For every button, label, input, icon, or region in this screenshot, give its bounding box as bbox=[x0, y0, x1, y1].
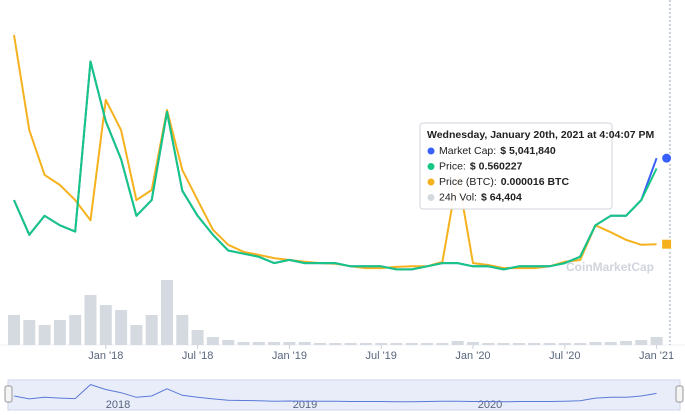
watermark: CoinMarketCap bbox=[566, 260, 654, 274]
volume-bar bbox=[344, 343, 357, 345]
navigator-line bbox=[13, 384, 657, 403]
volume-bar bbox=[191, 330, 204, 345]
tooltip-label: 24h Vol: bbox=[439, 191, 477, 203]
tooltip-row: Price: $ 0.560227 bbox=[439, 160, 523, 172]
tooltip-swatch bbox=[427, 147, 435, 155]
navigator-label: 2018 bbox=[106, 399, 130, 411]
volume-bar bbox=[405, 343, 418, 345]
volume-bar bbox=[23, 320, 36, 345]
tooltip-row: Market Cap: $ 5,041,840 bbox=[439, 145, 556, 157]
volume-bar bbox=[176, 315, 189, 345]
volume-bar bbox=[589, 342, 602, 345]
x-tick-label: Jan '19 bbox=[272, 350, 307, 362]
tooltip-label: Price: bbox=[439, 160, 466, 172]
volume-bar bbox=[145, 315, 158, 345]
tooltip-swatch bbox=[427, 194, 435, 201]
volume-bar bbox=[53, 320, 66, 345]
end-marker bbox=[661, 238, 673, 250]
volume-bar bbox=[252, 342, 265, 345]
tooltip-label: Price (BTC): bbox=[439, 176, 497, 188]
volume-bar bbox=[650, 336, 663, 345]
tooltip bbox=[419, 122, 613, 210]
volume-bar bbox=[268, 342, 281, 345]
navigator-handle[interactable] bbox=[675, 385, 684, 403]
tooltip-value: 0.000016 BTC bbox=[501, 176, 570, 188]
navigator-label: 2020 bbox=[478, 399, 502, 411]
volume-bar bbox=[512, 343, 525, 345]
tooltip-label: Market Cap: bbox=[439, 145, 496, 157]
volume-bar bbox=[451, 341, 464, 345]
tooltip-title: Wednesday, January 20th, 2021 at 4:04:07… bbox=[427, 129, 654, 141]
x-tick-label: Jan '21 bbox=[639, 350, 674, 362]
navigator-handle[interactable] bbox=[4, 385, 13, 403]
x-tick-label: Jan '18 bbox=[88, 350, 123, 362]
x-tick-label: Jul '18 bbox=[182, 350, 213, 362]
volume-bar bbox=[359, 343, 372, 345]
volume-bar bbox=[543, 343, 556, 345]
volume-bar bbox=[528, 343, 541, 345]
volume-bar bbox=[375, 343, 388, 345]
volume-bar bbox=[497, 343, 510, 345]
volume-bar bbox=[574, 343, 587, 345]
volume-bar bbox=[436, 343, 449, 345]
volume-bar bbox=[84, 295, 97, 345]
tooltip-swatch bbox=[427, 163, 435, 170]
tooltip-value: $ 64,404 bbox=[481, 191, 522, 203]
volume-bar bbox=[206, 337, 219, 345]
volume-bar bbox=[390, 343, 403, 345]
volume-bar bbox=[604, 342, 617, 345]
series-line bbox=[13, 60, 658, 271]
volume-bar bbox=[482, 343, 495, 345]
tooltip-row: Price (BTC): 0.000016 BTC bbox=[439, 176, 569, 188]
x-tick-label: Jan '20 bbox=[455, 350, 490, 362]
volume-bar bbox=[130, 325, 143, 345]
volume-bar bbox=[298, 342, 311, 345]
volume-bar bbox=[558, 343, 571, 345]
end-marker bbox=[661, 152, 673, 164]
volume-bar bbox=[421, 343, 434, 345]
volume-bar bbox=[329, 343, 342, 345]
volume-bar bbox=[237, 342, 250, 345]
volume-bar bbox=[283, 342, 296, 345]
volume-bar bbox=[99, 305, 112, 345]
navigator-label: 2019 bbox=[293, 399, 317, 411]
tooltip-value: $ 0.560227 bbox=[470, 160, 523, 172]
volume-bar bbox=[8, 315, 20, 345]
volume-bar bbox=[161, 280, 173, 345]
tooltip-swatch bbox=[427, 178, 435, 186]
volume-bar bbox=[115, 310, 128, 345]
volume-bar bbox=[467, 342, 479, 345]
volume-bar bbox=[620, 341, 632, 345]
volume-bar bbox=[222, 340, 235, 345]
volume-bar bbox=[38, 325, 51, 345]
volume-bar bbox=[314, 343, 326, 345]
tooltip-row: 24h Vol: $ 64,404 bbox=[439, 191, 522, 203]
x-tick-label: Jul '19 bbox=[365, 350, 396, 362]
tooltip-value: $ 5,041,840 bbox=[500, 145, 556, 157]
x-tick-label: Jul '20 bbox=[549, 350, 580, 362]
volume-bar bbox=[69, 315, 82, 345]
volume-bar bbox=[635, 340, 648, 345]
